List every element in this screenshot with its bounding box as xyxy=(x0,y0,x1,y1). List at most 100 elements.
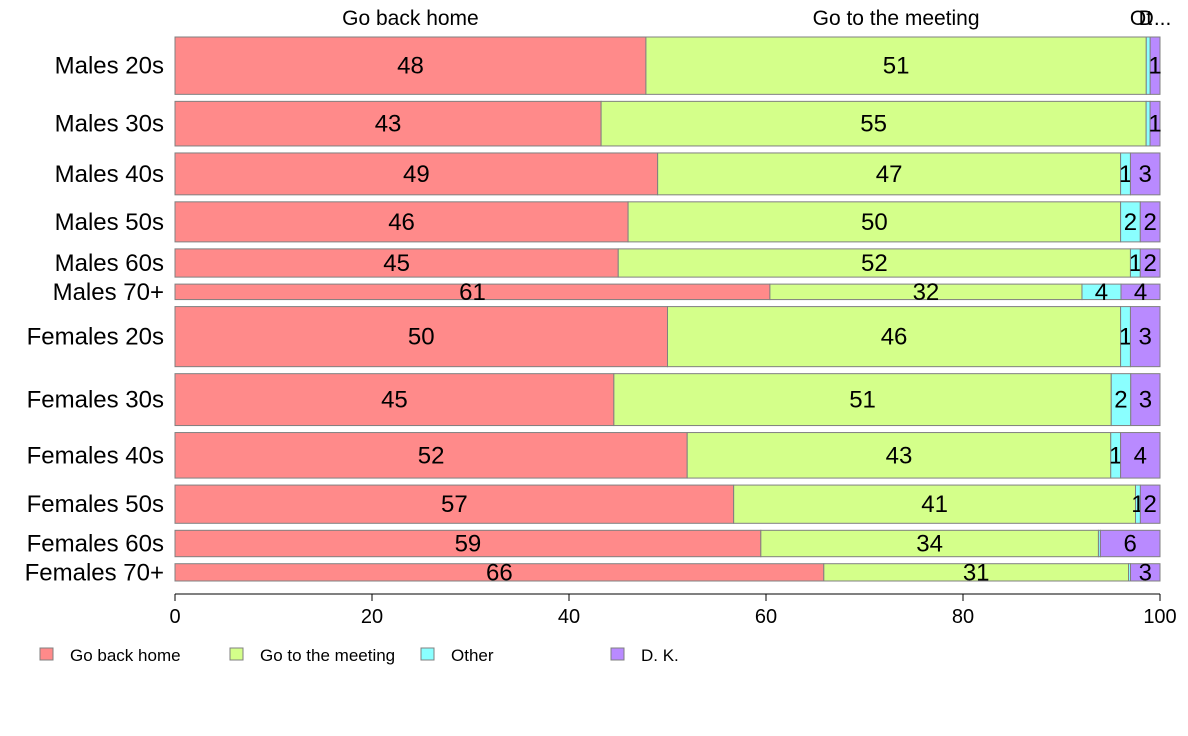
x-tick-label: 100 xyxy=(1143,606,1176,628)
bar-value-label: 1 xyxy=(1129,250,1142,277)
category-label: Males 60s xyxy=(55,250,164,277)
x-tick-label: 60 xyxy=(755,606,777,628)
category-label: Males 20s xyxy=(55,53,164,80)
category-label: Males 70+ xyxy=(53,279,164,306)
x-tick-label: 80 xyxy=(952,606,974,628)
legend-label: Go to the meeting xyxy=(260,646,395,665)
bar-segment xyxy=(686,432,1112,479)
category-label: Females 40s xyxy=(27,442,164,469)
category-label: Females 50s xyxy=(27,491,164,518)
bar-value-label: 50 xyxy=(408,324,435,351)
bar-segment xyxy=(1149,36,1161,95)
bar-segment xyxy=(174,152,659,196)
bar-value-label: 52 xyxy=(418,442,445,469)
bar-value-label: 46 xyxy=(881,324,908,351)
bar-value-label: 1 xyxy=(1109,442,1122,469)
bar-value-label: 55 xyxy=(860,111,887,138)
bar-segment xyxy=(174,100,602,147)
bar-value-label: 45 xyxy=(381,387,408,414)
category-label: Males 40s xyxy=(55,161,164,188)
bar-segment xyxy=(600,100,1147,147)
bar-value-label: 61 xyxy=(459,279,486,306)
bar-segment xyxy=(174,36,647,95)
category-label: Males 50s xyxy=(55,209,164,236)
bar-segment xyxy=(617,248,1131,278)
bar-value-label: 52 xyxy=(861,250,888,277)
bar-value-label: 4 xyxy=(1134,279,1147,306)
bar-segment xyxy=(174,529,762,558)
bar-segment xyxy=(1139,201,1161,243)
bar-value-label: 3 xyxy=(1139,387,1152,414)
legend-swatch xyxy=(610,647,625,661)
bar-value-label: 66 xyxy=(486,559,513,586)
category-label: Males 30s xyxy=(55,111,164,138)
category-label: Females 70+ xyxy=(25,559,164,586)
bar-segment xyxy=(1129,152,1161,196)
bar-value-label: 6 xyxy=(1124,531,1137,558)
legend-label: Other xyxy=(451,646,494,665)
bar-value-label: 59 xyxy=(455,531,482,558)
bar-value-label: 3 xyxy=(1139,324,1152,351)
bar-value-label: 43 xyxy=(375,111,402,138)
top-category-label: Go back home xyxy=(342,7,479,30)
bar-segment xyxy=(174,201,629,243)
category-label: Females 30s xyxy=(27,387,164,414)
top-category-label: Ot xyxy=(1130,7,1152,30)
legend-swatch xyxy=(420,647,435,661)
bar-segment xyxy=(174,248,619,278)
bar-segment xyxy=(657,152,1122,196)
bar-segment xyxy=(1139,248,1161,278)
bar-segment xyxy=(1130,373,1161,427)
bar-segment xyxy=(760,529,1099,558)
bar-value-label: 51 xyxy=(849,387,876,414)
x-tick-label: 40 xyxy=(558,606,580,628)
bar-value-label: 41 xyxy=(921,491,948,518)
bar-value-label: 2 xyxy=(1143,209,1156,236)
bar-value-label: 2 xyxy=(1144,491,1157,518)
bar-value-label: 3 xyxy=(1139,161,1152,188)
bar-segment xyxy=(645,36,1147,95)
top-category-label: Go to the meeting xyxy=(813,7,980,30)
bar-value-label: 48 xyxy=(397,53,424,80)
bar-value-label: 46 xyxy=(388,209,415,236)
bar-segment xyxy=(667,306,1122,368)
bar-segment xyxy=(174,306,668,368)
bar-value-label: 49 xyxy=(403,161,430,188)
bar-value-label: 2 xyxy=(1143,250,1156,277)
x-tick-label: 20 xyxy=(361,606,383,628)
bar-value-label: 31 xyxy=(963,559,990,586)
bar-segment xyxy=(174,373,615,427)
bar-value-label: 50 xyxy=(861,209,888,236)
bar-value-label: 1 xyxy=(1148,53,1161,80)
bar-value-label: 3 xyxy=(1139,559,1152,586)
bar-value-label: 34 xyxy=(916,531,943,558)
bar-value-label: 32 xyxy=(913,279,940,306)
bar-value-label: 1 xyxy=(1119,324,1132,351)
bar-segment xyxy=(627,201,1122,243)
bar-segment xyxy=(174,432,688,479)
bar-value-label: 4 xyxy=(1134,442,1147,469)
legend-swatch xyxy=(39,647,54,661)
x-tick-label: 0 xyxy=(169,606,180,628)
top-category-label: D... xyxy=(1139,7,1172,30)
category-label: Females 60s xyxy=(27,531,164,558)
bar-segment xyxy=(1129,306,1161,368)
legend-swatch xyxy=(229,647,244,661)
bar-segment xyxy=(1099,529,1161,558)
bar-value-label: 45 xyxy=(383,250,410,277)
bar-value-label: 57 xyxy=(441,491,468,518)
bar-value-label: 43 xyxy=(886,442,913,469)
bar-segment xyxy=(1120,432,1161,479)
legend-label: Go back home xyxy=(70,646,181,665)
bar-segment xyxy=(613,373,1112,427)
bar-segment xyxy=(174,484,735,524)
bar-value-label: 47 xyxy=(876,161,903,188)
bar-value-label: 2 xyxy=(1114,387,1127,414)
bar-value-label: 2 xyxy=(1124,209,1137,236)
bar-value-label: 1 xyxy=(1119,161,1132,188)
bar-value-label: 4 xyxy=(1095,279,1108,306)
bar-value-label: 1 xyxy=(1148,111,1161,138)
bar-segment xyxy=(1130,563,1161,582)
